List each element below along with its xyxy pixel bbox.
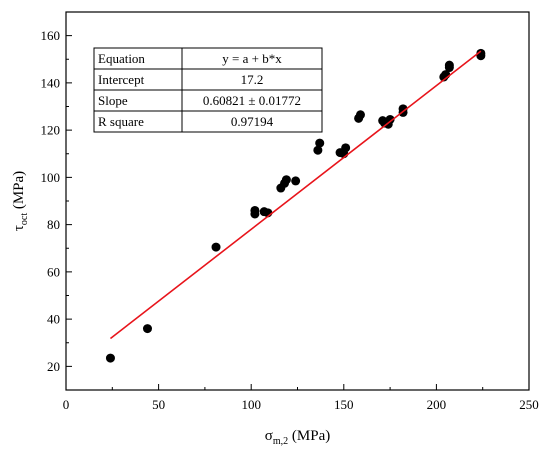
x-tick-label-2: 100 (241, 397, 261, 412)
x-axis-title: σm,2 (MPa) (265, 428, 330, 447)
plot-marks (105, 48, 486, 363)
data-point-12 (315, 138, 325, 148)
data-point-27 (444, 60, 454, 70)
y-tick-label-4: 100 (41, 170, 61, 185)
fit-table-value-3: 0.97194 (231, 114, 274, 129)
data-point-29 (476, 48, 486, 58)
y-axis-title-unit: (MPa) (11, 171, 27, 213)
data-point-0 (105, 353, 115, 363)
fit-table-value-1: 17.2 (241, 72, 264, 87)
y-tick-label-7: 160 (41, 28, 61, 43)
fit-table-value-0: y = a + b*x (222, 51, 282, 66)
y-tick-label-5: 120 (41, 123, 61, 138)
data-point-21 (385, 114, 395, 124)
y-tick-label-0: 20 (47, 359, 60, 374)
x-tick-label-3: 150 (334, 397, 354, 412)
axis-titles: σm,2 (MPa)τoct (MPa) (11, 171, 330, 447)
data-point-23 (398, 104, 408, 114)
y-tick-label-6: 140 (41, 75, 61, 90)
x-tick-label-5: 250 (519, 397, 539, 412)
fit-table-label-3: R square (98, 114, 144, 129)
x-tick-label-1: 50 (152, 397, 165, 412)
y-tick-label-1: 40 (47, 312, 60, 327)
data-point-10 (291, 176, 301, 186)
y-tick-label-2: 60 (47, 264, 60, 279)
data-point-9 (281, 175, 291, 185)
x-tick-label-0: 0 (63, 397, 70, 412)
fit-table-value-2: 0.60821 ± 0.01772 (203, 93, 301, 108)
x-axis-title-symbol: σ (265, 428, 273, 444)
data-point-1 (142, 324, 152, 334)
y-axis-title-subscript: oct (19, 213, 30, 225)
x-tick-label-4: 200 (427, 397, 447, 412)
fit-table-label-1: Intercept (98, 72, 145, 87)
axes: 0 50 100 150 200 250 20 40 60 80 100 120 140 160 (41, 11, 539, 412)
data-point-2 (211, 242, 221, 252)
fit-table-label-2: Slope (98, 93, 128, 108)
x-axis-title-unit: (MPa) (288, 428, 330, 444)
data-point-17 (355, 110, 365, 120)
x-axis-title-subscript: m,2 (273, 436, 288, 447)
data-point-4 (250, 209, 260, 219)
fit-table: Equation y = a + b*x Intercept 17.2 Slope 0.6… (93, 47, 323, 133)
fit-table-label-0: Equation (98, 51, 145, 66)
y-axis-title: τoct (MPa) (11, 171, 30, 231)
data-point-15 (341, 143, 351, 153)
y-axis-title-symbol: τ (11, 225, 27, 231)
data-point-11 (313, 145, 323, 155)
y-tick-label-3: 80 (47, 217, 60, 232)
fit-line (109, 50, 482, 340)
